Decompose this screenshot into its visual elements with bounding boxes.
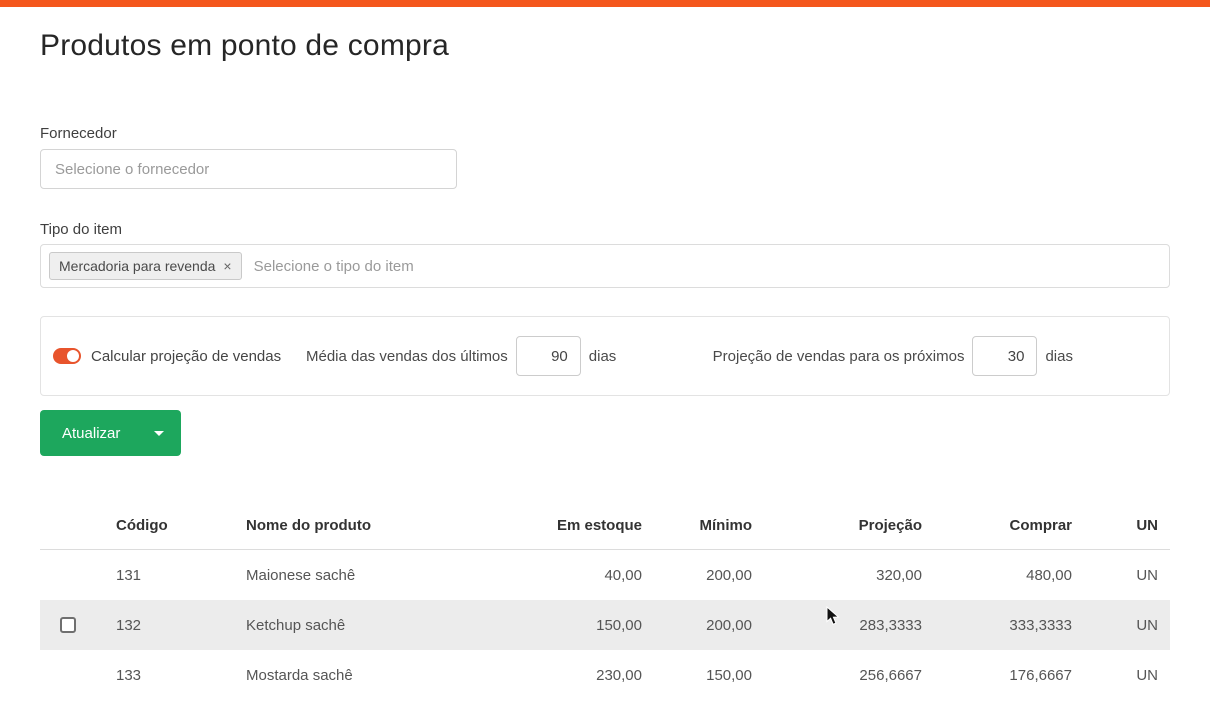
toggle-group: Calcular projeção de vendas [53,348,301,365]
table-row-hovered[interactable]: 132 Ketchup sachê 150,00 200,00 283,3333… [40,600,1170,650]
atualizar-label: Atualizar [62,424,121,442]
cell-un: UN [1136,666,1158,684]
cell-projecao: 320,00 [876,566,922,584]
selected-tag-label: Mercadoria para revenda [59,258,216,274]
cell-codigo: 132 [116,616,142,634]
cell-comprar: 176,6667 [1009,666,1072,684]
table-row[interactable]: 131 Maionese sachê 40,00 200,00 320,00 4… [40,550,1170,601]
header-projecao: Projeção [764,501,934,550]
cell-projecao: 283,3333 [859,616,922,634]
fornecedor-label: Fornecedor [40,125,117,142]
header-estoque: Em estoque [494,501,654,550]
cell-minimo: 150,00 [706,666,752,684]
fornecedor-placeholder: Selecione o fornecedor [55,160,210,178]
selected-tag: Mercadoria para revenda × [49,252,242,280]
toggle-knob-icon [67,350,79,362]
cell-codigo: 131 [116,566,142,584]
cell-minimo: 200,00 [706,616,752,634]
toggle-label: Calcular projeção de vendas [91,347,282,365]
cell-un: UN [1136,566,1158,584]
media-dias-unit: dias [588,347,617,365]
page-title: Produtos em ponto de compra [40,29,449,62]
header-comprar: Comprar [934,501,1084,550]
products-table: Código Nome do produto Em estoque Mínimo… [40,501,1170,700]
fornecedor-select[interactable]: Selecione o fornecedor [40,149,457,189]
tipo-item-placeholder: Selecione o tipo do item [253,257,414,275]
projecao-vendas-group: Projeção de vendas para os próximos dias [713,336,1073,376]
projection-panel-row: Calcular projeção de vendas Média das ve… [41,317,1169,395]
table-header-row: Código Nome do produto Em estoque Mínimo… [40,501,1170,550]
row-checkbox[interactable] [60,617,76,633]
row-checkbox-cell [40,550,104,601]
main-content: Produtos em ponto de compra Fornecedor S… [0,7,1210,700]
top-accent-bar [0,0,1210,7]
header-un: UN [1084,501,1170,550]
projecao-dias-input[interactable] [972,336,1038,376]
cell-projecao: 256,6667 [859,666,922,684]
media-vendas-group: Média das vendas dos últimos dias [306,336,616,376]
cell-minimo: 200,00 [706,566,752,584]
cell-comprar: 333,3333 [1009,616,1072,634]
chevron-down-icon[interactable] [154,430,165,436]
tipo-item-label: Tipo do item [40,221,122,238]
cell-nome: Maionese sachê [246,566,356,584]
header-minimo: Mínimo [654,501,764,550]
header-codigo: Código [104,501,234,550]
header-checkbox-spacer [40,501,104,550]
header-nome: Nome do produto [234,501,494,550]
media-dias-input[interactable] [515,336,581,376]
row-checkbox-cell [40,650,104,700]
media-vendas-label: Média das vendas dos últimos [306,347,508,365]
cell-estoque: 230,00 [596,666,642,684]
cell-codigo: 133 [116,666,142,684]
cell-nome: Ketchup sachê [246,616,346,634]
tipo-item-select[interactable]: Mercadoria para revenda × Selecione o ti… [40,244,1170,288]
table-row[interactable]: 133 Mostarda sachê 230,00 150,00 256,666… [40,650,1170,700]
cell-un: UN [1136,616,1158,634]
atualizar-button[interactable]: Atualizar [40,410,181,456]
projecao-vendas-label: Projeção de vendas para os próximos [712,347,965,365]
tag-remove-icon[interactable]: × [223,258,232,274]
cell-comprar: 480,00 [1026,566,1072,584]
projection-toggle[interactable] [53,348,81,364]
cell-estoque: 40,00 [604,566,642,584]
projecao-dias-unit: dias [1045,347,1073,365]
row-checkbox-cell [40,600,104,650]
cell-estoque: 150,00 [596,616,642,634]
cell-nome: Mostarda sachê [246,666,353,684]
projection-panel: Calcular projeção de vendas Média das ve… [40,316,1170,396]
